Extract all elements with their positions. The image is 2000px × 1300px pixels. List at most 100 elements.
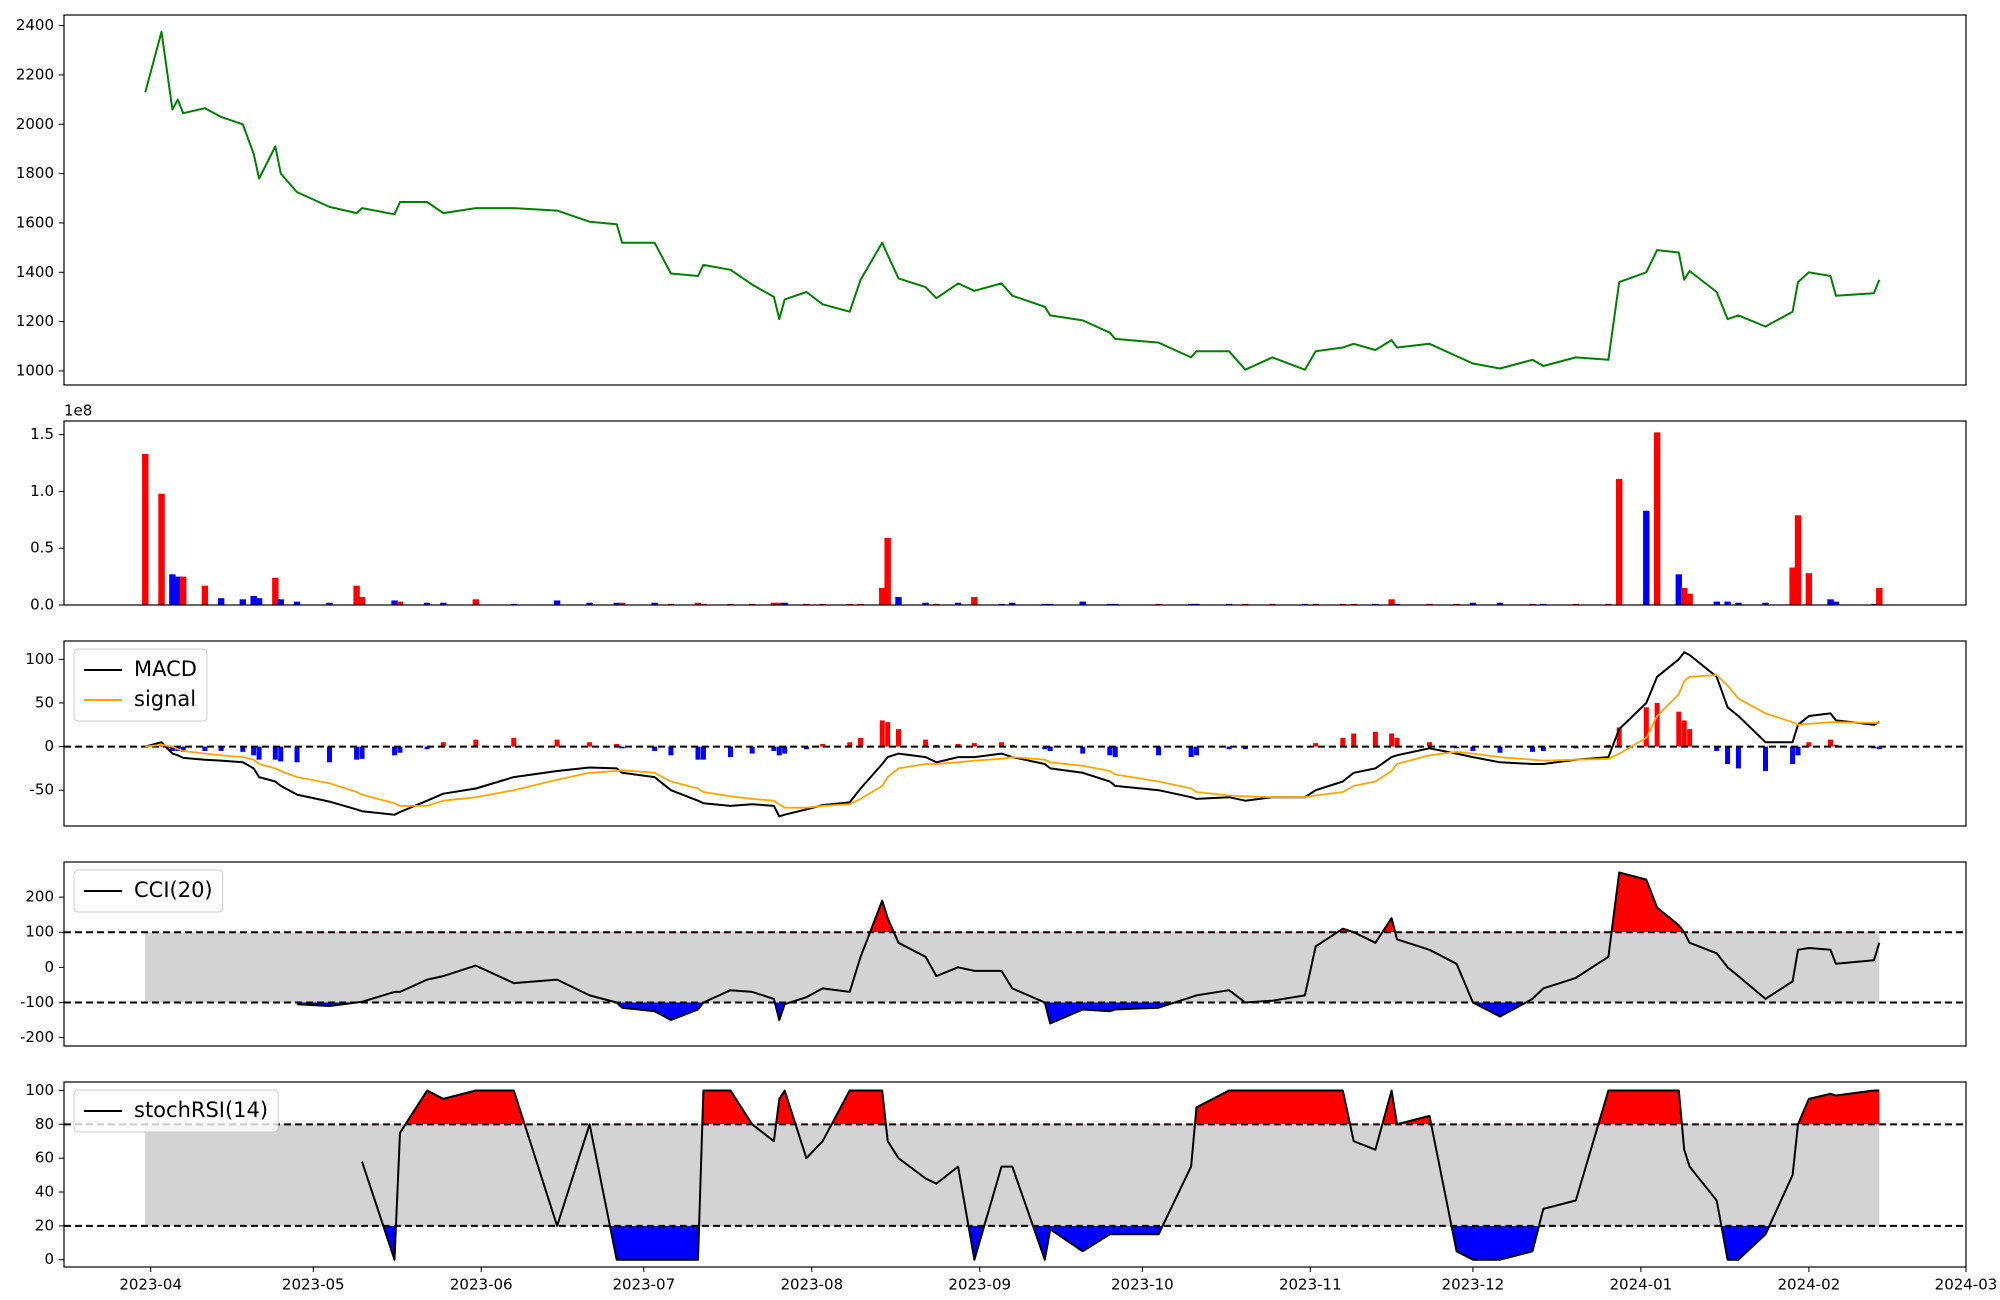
volume-bar — [879, 587, 886, 605]
y-tick-label: 60 — [35, 1149, 54, 1167]
histogram-bar — [923, 739, 929, 747]
volume-bar — [201, 585, 209, 605]
histogram-bar — [251, 746, 257, 756]
volume-bar — [694, 602, 702, 605]
y-tick-label: 0.0 — [30, 596, 54, 614]
volume-bar — [613, 602, 620, 605]
y-tick-label: 200 — [25, 888, 54, 906]
panel-frame — [63, 14, 1967, 386]
volume-bar — [217, 598, 225, 605]
histogram-bar — [587, 742, 593, 747]
y-tick-label: 100 — [25, 650, 54, 668]
histogram-bar — [511, 737, 517, 747]
histogram-bar — [354, 746, 360, 760]
x-tick-label: 2024-02 — [1778, 1276, 1841, 1294]
line — [145, 674, 1880, 809]
volume-bar — [1832, 601, 1840, 605]
line — [361, 1089, 1880, 1261]
histogram-bar — [885, 722, 891, 747]
volume-bar — [781, 602, 788, 605]
histogram-bar — [554, 739, 560, 747]
y-tick-label: 1400 — [16, 263, 54, 281]
volume-bar — [180, 576, 187, 605]
histogram-bar — [858, 737, 864, 747]
x-tick-label: 2023-06 — [450, 1276, 513, 1294]
volume-bar — [1735, 602, 1742, 605]
panel-frame — [63, 640, 1967, 827]
histogram-bar — [1351, 733, 1357, 747]
volume-bar — [1643, 510, 1650, 605]
legend: stochRSI(14) — [73, 1089, 279, 1133]
volume-bar — [255, 598, 263, 605]
histogram-bar — [1616, 727, 1622, 747]
volume-bar — [353, 585, 360, 605]
volume-bar — [1827, 599, 1834, 605]
x-tick-label: 2023-04 — [119, 1276, 182, 1294]
y-tick-label: 1000 — [16, 361, 54, 379]
y-tick-label: 40 — [35, 1183, 54, 1201]
y-tick-label: 1.0 — [30, 482, 54, 500]
histogram-bar — [1427, 742, 1433, 747]
volume-bar — [440, 602, 447, 605]
histogram-bar — [169, 746, 175, 751]
x-tick-label: 2024-03 — [1935, 1276, 1998, 1294]
x-tick-label: 2023-05 — [282, 1276, 345, 1294]
histogram-bar — [1389, 733, 1395, 747]
histogram-bar — [424, 746, 430, 750]
volume-bar — [553, 600, 561, 605]
line — [145, 651, 1880, 818]
y-tick-label: 20 — [35, 1216, 54, 1234]
histogram-bar — [1529, 746, 1535, 752]
histogram-bar — [392, 746, 398, 756]
histogram-bar — [803, 746, 809, 750]
histogram-bar — [1828, 739, 1834, 747]
volume-bar — [1009, 602, 1016, 605]
y-tick-label: 1800 — [16, 164, 54, 182]
histogram-bar — [1763, 746, 1769, 772]
volume-bar — [1615, 478, 1623, 605]
histogram-bar — [1188, 746, 1194, 758]
y-tick-label: -100 — [20, 993, 54, 1011]
histogram-bar — [240, 746, 246, 752]
panel-frame — [63, 861, 1967, 1047]
histogram-bar — [294, 746, 300, 763]
histogram-bar — [278, 746, 284, 762]
histogram-bar — [895, 729, 901, 747]
y-tick-label: 0 — [44, 1250, 54, 1268]
legend-label: stochRSI(14) — [134, 1098, 268, 1122]
volume-bar — [472, 599, 480, 605]
histogram-bar — [202, 746, 208, 751]
x-tick-label: 2023-12 — [1442, 1276, 1505, 1294]
histogram-bar — [1714, 746, 1720, 751]
x-tick-label: 2023-07 — [612, 1276, 675, 1294]
histogram-bar — [180, 746, 186, 752]
volume-bar — [391, 600, 398, 605]
volume-bar — [618, 602, 626, 605]
y-tick-label: 0 — [44, 737, 54, 755]
histogram-bar — [1372, 731, 1378, 747]
histogram-bar — [652, 746, 658, 751]
histogram-bar — [1806, 742, 1812, 747]
histogram-bar — [776, 746, 782, 756]
histogram-bar — [847, 742, 853, 747]
volume-bar — [1469, 602, 1477, 605]
histogram-bar — [955, 743, 961, 747]
volume-bar — [358, 597, 366, 605]
histogram-bar — [327, 746, 333, 763]
histogram-bar — [700, 746, 706, 760]
histogram-bar — [440, 742, 446, 747]
volume-bar — [586, 602, 593, 605]
histogram-bar — [668, 746, 674, 756]
histogram-bar — [1540, 746, 1546, 751]
line — [144, 30, 1881, 371]
x-tick-label: 2023-09 — [948, 1276, 1011, 1294]
volume-bar — [1724, 601, 1731, 605]
legend: CCI(20) — [73, 869, 224, 913]
volume-bar — [423, 602, 431, 605]
histogram-bar — [1047, 746, 1053, 751]
y-tick-label: 0.5 — [30, 539, 54, 557]
x-tick-label: 2023-11 — [1279, 1276, 1342, 1294]
histogram-bar — [1676, 711, 1682, 747]
histogram-bar — [1242, 746, 1248, 750]
panel-frame — [63, 1081, 1967, 1268]
